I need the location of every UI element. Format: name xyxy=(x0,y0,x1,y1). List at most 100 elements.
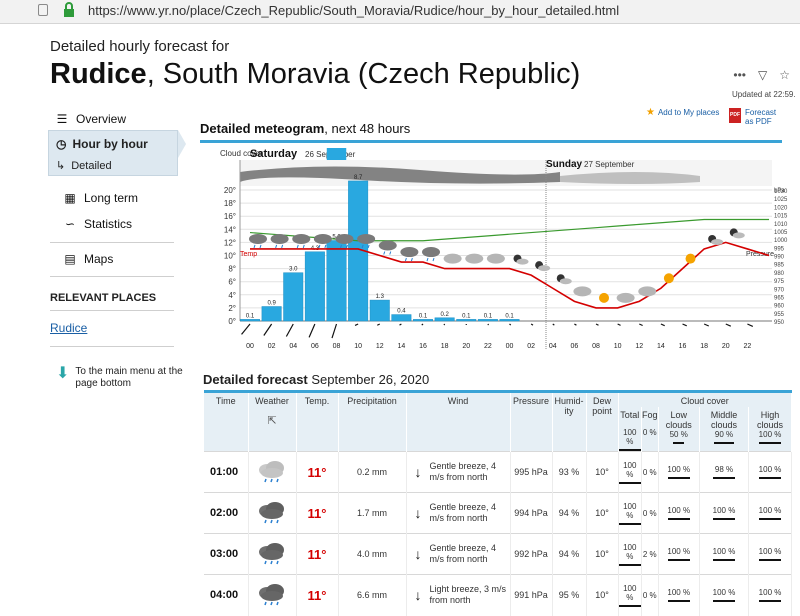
row-high: 100 % xyxy=(748,451,792,493)
pocket-icon[interactable]: ▽ xyxy=(758,68,768,82)
wind-arrow-icon xyxy=(308,323,316,338)
wind-arrow-icon xyxy=(682,323,687,327)
nav-detailed[interactable]: ↳ Detailed xyxy=(56,159,112,173)
raindrops-icon xyxy=(383,251,392,255)
cloud-icon xyxy=(486,253,505,264)
updated-time: Updated at 22:59. xyxy=(732,90,796,99)
day-date-sunday: 27 September xyxy=(584,160,635,169)
raindrops-icon xyxy=(318,244,327,249)
page-subtitle: Detailed hourly forecast for xyxy=(50,38,230,55)
row-weather xyxy=(248,451,297,493)
nav-maps[interactable]: ▤ Maps xyxy=(56,252,121,266)
sun-icon xyxy=(685,253,696,264)
row-dew: 10° xyxy=(586,533,619,575)
page-icon[interactable] xyxy=(38,4,48,16)
pressure-tick-label: 1020 xyxy=(774,205,788,211)
hour-label: 16 xyxy=(679,343,687,350)
row-fog: 0 % xyxy=(641,574,659,616)
row-middle: 100 % xyxy=(699,574,750,616)
rain-cloud-icon xyxy=(259,543,284,565)
wind-arrow-icon xyxy=(443,323,446,326)
precip-label: 0.1 xyxy=(419,313,428,319)
row-wind-text: Gentle breeze, 4 m/s from north xyxy=(429,543,497,564)
row-humidity: 95 % xyxy=(552,574,587,616)
main-menu-link[interactable]: ⬇ To the main menu at the page bottom xyxy=(56,366,186,390)
light-rain-cloud-icon xyxy=(259,461,284,483)
pdf-icon: PDF xyxy=(729,108,741,123)
row-middle: 100 % xyxy=(699,492,750,534)
wind-from-north-icon: ↓ xyxy=(414,586,422,603)
row-wind: ↓ Gentle breeze, 4 m/s from north xyxy=(406,492,511,534)
wind-arrow-icon xyxy=(639,323,643,327)
wind-arrow-icon xyxy=(552,323,555,326)
row-middle: 100 % xyxy=(699,533,750,575)
down-arrow-icon: ⬇ xyxy=(56,365,70,382)
wind-arrow-icon xyxy=(285,323,294,337)
meteogram-rule xyxy=(200,140,782,143)
nav-active-bg xyxy=(48,130,178,176)
cloud-cover-label: Cloud cover xyxy=(220,149,263,158)
wind-arrow-icon xyxy=(241,323,251,335)
forecast-pdf-link[interactable]: PDF Forecast as PDF xyxy=(729,108,785,126)
col-high-label: High clouds xyxy=(757,410,784,430)
table-row: 02:00 11° 1.7 mm ↓ Gentle breeze, 4 m/s from… xyxy=(204,492,792,534)
relevant-place-link[interactable]: Rudice xyxy=(50,321,88,335)
precip-label: 1.3 xyxy=(376,294,385,300)
row-pressure: 994 hPa xyxy=(510,492,553,534)
wind-arrow-icon xyxy=(421,323,424,326)
wind-arrow-icon xyxy=(399,323,402,326)
pressure-tick-label: 1000 xyxy=(774,238,788,244)
row-time: 03:00 xyxy=(204,533,249,575)
nav-statistics[interactable]: ∽ Statistics xyxy=(56,217,140,231)
nav-active-pointer xyxy=(178,130,186,158)
row-total: 100 % xyxy=(618,451,643,493)
hour-label: 18 xyxy=(700,343,708,350)
row-dew: 10° xyxy=(586,451,619,493)
row-wind: ↓ Gentle breeze, 4 m/s from north xyxy=(406,533,511,575)
moon-icon xyxy=(513,254,522,263)
cloud-icon xyxy=(465,253,484,264)
row-temp: 11° xyxy=(296,533,339,575)
hour-label: 22 xyxy=(743,343,751,350)
row-humidity: 93 % xyxy=(552,451,587,493)
page-title: Rudice, South Moravia (Czech Republic) xyxy=(50,58,580,91)
hour-label: 00 xyxy=(246,343,254,350)
day-label-saturday: Saturday xyxy=(250,148,298,160)
col-weather-label: Weather xyxy=(255,396,289,406)
wind-arrow-icon xyxy=(660,323,665,327)
sun-icon xyxy=(599,292,610,303)
wind-arrow-icon xyxy=(747,323,754,327)
row-weather xyxy=(248,492,297,534)
more-icon[interactable]: ••• xyxy=(733,68,746,82)
raindrops-icon xyxy=(296,244,305,249)
hour-label: 06 xyxy=(311,343,319,350)
y-tick-label: 10° xyxy=(224,252,236,261)
pressure-tick-label: 990 xyxy=(774,255,785,261)
temperature-line xyxy=(250,241,770,309)
cloud-icon xyxy=(516,258,529,265)
cloud-icon xyxy=(335,233,354,244)
nav-maps-label: Maps xyxy=(84,252,114,266)
col-fog: Fog 0 % xyxy=(641,407,659,452)
divider xyxy=(50,276,174,277)
precip-label: 0.1 xyxy=(462,313,471,319)
row-pressure: 991 hPa xyxy=(510,574,553,616)
divider xyxy=(50,346,174,347)
y-tick-label: 8° xyxy=(228,265,236,274)
browser-toolbar: https://www.yr.no/place/Czech_Republic/S… xyxy=(0,0,800,24)
nav-long-term[interactable]: ▦ Long term xyxy=(56,191,146,205)
add-to-my-places-link[interactable]: ★ Add to My places xyxy=(646,107,719,118)
y-tick-label: 6° xyxy=(228,278,236,287)
address-bar[interactable]: https://www.yr.no/place/Czech_Republic/S… xyxy=(88,3,620,18)
bookmark-star-icon[interactable]: ☆ xyxy=(779,68,790,82)
hour-label: 02 xyxy=(268,343,276,350)
cloud-layer xyxy=(240,166,560,184)
row-fog: 0 % xyxy=(641,451,659,493)
col-cloud-cover: Cloud cover xyxy=(618,393,792,407)
nav-hour-by-hour[interactable]: ◷ Hour by hour xyxy=(56,137,148,151)
hour-label: 12 xyxy=(376,343,384,350)
row-humidity: 94 % xyxy=(552,533,587,575)
nav-overview[interactable]: ☰ Overview xyxy=(48,112,134,126)
pressure-tick-label: 985 xyxy=(774,263,785,269)
precip-bar xyxy=(283,272,304,322)
